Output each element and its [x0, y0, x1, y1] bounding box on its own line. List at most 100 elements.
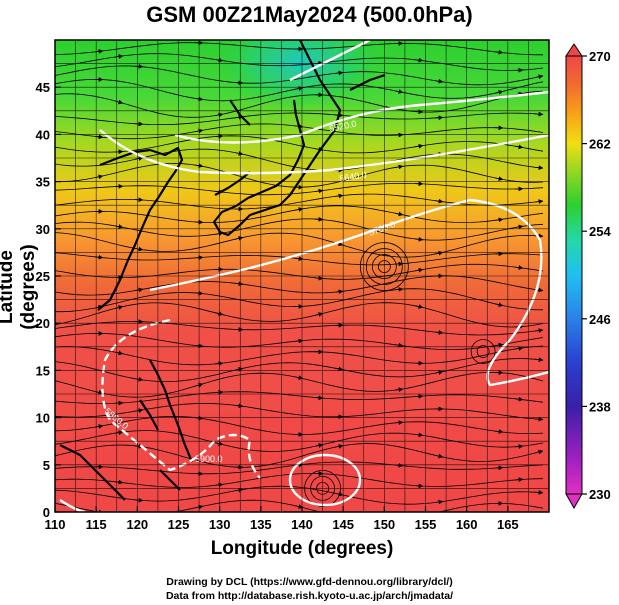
streamline-arrow	[395, 520, 401, 521]
x-tick-label: 160	[456, 517, 478, 532]
streamline-arrow	[534, 199, 544, 204]
streamline-arrow	[394, 89, 404, 94]
streamline-arrow	[434, 198, 444, 204]
vortex-streamline	[476, 345, 490, 358]
y-axis-label: Latitude (degrees)	[0, 244, 39, 330]
colorbar: 230 238 246 254 262 270	[565, 43, 611, 510]
colorbar-scale	[565, 55, 583, 495]
streamline-arrow	[334, 193, 344, 199]
streamline-arrow	[134, 376, 144, 382]
y-tick-label: 40	[36, 127, 50, 142]
streamline	[55, 135, 544, 154]
streamline-arrow	[294, 338, 304, 344]
streamline-arrow	[514, 224, 524, 230]
y-tick-label: 15	[36, 363, 50, 378]
streamline	[55, 430, 544, 452]
streamline-arrow	[114, 430, 124, 435]
weather-map: 5520.0 5640.0 5760.0 5880.0 5900.0 110 11…	[36, 39, 611, 532]
streamline-arrow	[314, 395, 324, 401]
x-tick-label: 145	[332, 517, 354, 532]
height-contours	[59, 40, 549, 512]
streamline-arrow	[214, 231, 224, 237]
x-tick-label: 135	[250, 517, 272, 532]
streamline-arrow	[114, 99, 124, 105]
streamline-arrow	[194, 128, 204, 134]
streamline	[55, 345, 544, 366]
streamline-arrow	[394, 387, 404, 393]
vortex-streamline	[470, 339, 496, 364]
colorbar-tick-label: 230	[589, 487, 611, 502]
y-tick-label: 5	[43, 458, 50, 473]
streamline-arrow	[194, 96, 204, 102]
x-tick-label: 125	[168, 517, 190, 532]
streamline-arrow	[434, 330, 444, 335]
streamline-arrow	[134, 408, 144, 413]
streamline-arrow	[534, 357, 544, 363]
streamline-arrow	[134, 246, 144, 252]
streamline-arrow	[534, 328, 544, 333]
figure-title: GSM 00Z21May2024 (500.0hPa)	[146, 2, 473, 27]
streamline-arrow	[414, 267, 424, 273]
streamline	[55, 218, 544, 241]
streamline-arrow	[534, 449, 544, 455]
streamline-arrow	[114, 350, 124, 356]
streamline-arrow	[514, 346, 524, 351]
streamline-arrow	[334, 70, 344, 76]
y-tick-label: 20	[36, 316, 50, 331]
streamline-arrow	[394, 287, 404, 292]
contour-label-5640: 5640.0	[339, 169, 368, 184]
y-tick-label: 25	[36, 269, 50, 284]
y-axis-ticks: 0 5 10 15 20 25 30 35 40 45	[36, 80, 61, 520]
streamline-arrow	[214, 441, 224, 446]
streamline-arrow	[214, 57, 224, 63]
colorbar-tick-label: 262	[589, 137, 611, 152]
streamline-arrow	[334, 366, 344, 372]
x-tick-label: 150	[373, 517, 395, 532]
streamline-arrow	[434, 499, 444, 505]
x-axis-label: Longitude (degrees)	[210, 538, 394, 559]
streamline-arrow	[414, 432, 424, 438]
streamline	[55, 53, 544, 71]
streamline-arrow	[414, 236, 424, 242]
streamline	[55, 472, 544, 488]
streamline-arrow	[334, 289, 344, 295]
streamline-arrow	[114, 479, 124, 485]
streamline-arrow	[514, 144, 524, 150]
streamline-arrow	[494, 49, 504, 55]
streamline-arrow	[294, 86, 304, 91]
streamline-arrow	[314, 312, 324, 317]
y-tick-label: 30	[36, 222, 50, 237]
streamline-arrow	[134, 287, 144, 293]
streamline-arrow	[394, 342, 404, 348]
streamline-arrow	[494, 176, 504, 181]
y-tick-label: 35	[36, 175, 50, 190]
colorbar-tick-label: 270	[589, 49, 611, 64]
streamline-arrow	[194, 504, 204, 510]
x-axis-ticks: 110 115 120 125 130 135 140 145 150 155 160 165	[45, 506, 519, 532]
streamline-arrow	[434, 370, 444, 375]
x-tick-label: 165	[497, 517, 519, 532]
streamline-arrow	[194, 163, 204, 168]
streamline-arrow	[534, 165, 544, 171]
streamline-arrow	[414, 57, 424, 63]
streamline-arrow	[334, 444, 344, 449]
colorbar-tick-label: 238	[589, 399, 611, 414]
streamline-arrow	[334, 491, 344, 497]
streamline-arrow	[214, 311, 224, 316]
streamline-arrow	[514, 265, 524, 270]
streamline-arrow	[394, 211, 404, 217]
x-tick-label: 120	[126, 517, 148, 532]
x-tick-label: 155	[415, 517, 437, 532]
streamline-arrow	[114, 224, 124, 229]
streamline-arrow	[194, 290, 204, 296]
streamline	[55, 90, 544, 118]
streamline-arrow	[534, 74, 544, 80]
streamline	[55, 302, 544, 328]
streamline-arrow	[294, 504, 304, 509]
y-tick-label: 10	[36, 411, 50, 426]
streamline-arrow	[214, 361, 224, 366]
y-tick-label: 0	[43, 505, 50, 520]
streamline-arrow	[194, 382, 204, 388]
x-tick-label: 115	[86, 517, 107, 532]
streamline-arrow	[434, 453, 444, 459]
